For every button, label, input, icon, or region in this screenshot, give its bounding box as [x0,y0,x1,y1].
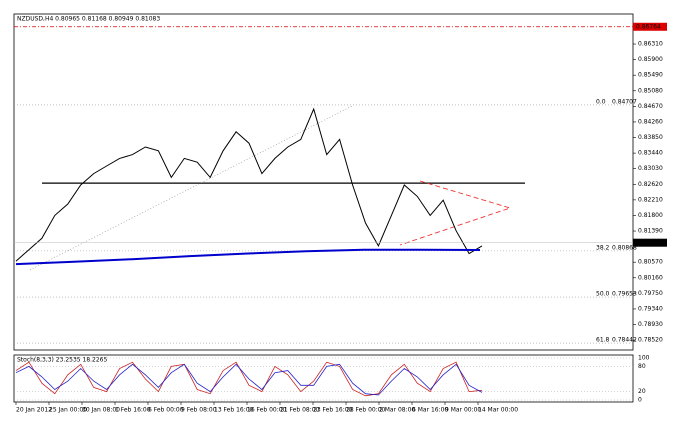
stoch-frame [13,354,634,403]
chart-title: NZDUSD,H4 0.80965 0.81168 0.80949 0.8108… [17,16,160,23]
stoch-tick-label: 0 [638,397,642,404]
x-tick-label: 6 Feb 00:00 [148,407,184,414]
alert-box [633,22,667,31]
fib-level: 61.8 [596,337,610,344]
y-tick-label: 0.85900 [638,56,663,63]
x-tick-label: 30 Jan 08:00 [82,407,120,414]
y-tick-label: 0.80570 [638,259,663,266]
fib-level: 50.0 [596,291,610,298]
stoch-line [15,361,483,397]
x-tick-label: 13 Feb 16:00 [214,407,254,414]
x-tick-label: 9 Feb 08:00 [181,407,217,414]
y-tick-label: 0.83440 [638,150,663,157]
x-tick-label: 23 Feb 16:00 [313,407,353,414]
price-line [15,107,483,262]
y-tick-label: 0.78930 [638,321,663,328]
x-tick-label: 2 Mar 08:00 [379,407,415,414]
fib-price: 0.84707 [612,98,637,105]
x-tick-label: 20 Jan 2012 [16,407,52,414]
x-tick-label: 14 Mar 00:00 [478,407,518,414]
stoch-label: Stoch(8,3,3) 23.2535 18.2265 [17,357,108,364]
fib-price: 0.78442 [612,337,637,344]
x-tick-label: 21 Feb 08:00 [280,407,320,414]
ma-line [15,248,481,266]
y-tick-label: 0.82620 [638,181,663,188]
y-tick-label: 0.83850 [638,134,663,141]
y-tick-label: 0.84670 [638,103,663,110]
fib-level: 38.2 [596,244,610,251]
fib-price: 0.80868 [612,244,637,251]
x-tick-label: 6 Mar 16:00 [412,407,448,414]
y-tick-label: 0.78520 [638,337,663,344]
fib-price: 0.79653 [612,291,637,298]
current-label: 0.81083 [636,239,661,246]
fib-level: 0.0 [596,98,606,105]
y-tick-label: 0.83030 [638,165,663,172]
plot-frame [13,13,634,351]
alert-label: 0.86764 [636,23,661,30]
x-tick-label: 28 Feb 00:00 [346,407,386,414]
y-tick-label: 0.79750 [638,290,663,297]
stoch-tick-label: 80 [638,363,646,370]
y-tick-label: 0.81800 [638,212,663,219]
x-tick-label: 16 Feb 00:00 [247,407,287,414]
x-tick-label: 25 Jan 00:00 [49,407,87,414]
y-tick-label: 0.79340 [638,305,663,312]
y-tick-label: 0.81390 [638,228,663,235]
y-tick-label: 0.86310 [638,41,663,48]
y-tick-label: 0.82210 [638,196,663,203]
y-tick-label: 0.85080 [638,87,663,94]
stoch-tick-label: 20 [638,388,646,395]
stoch-tick-label: 100 [638,355,650,362]
current-box [633,238,667,247]
stoch-line [15,363,483,396]
x-tick-label: 9 Mar 00:00 [445,407,481,414]
triangle [399,180,512,246]
y-tick-label: 0.84260 [638,118,663,125]
y-tick-label: 0.85490 [638,72,663,79]
y-tick-label: 0.80160 [638,274,663,281]
x-tick-label: 1 Feb 16:00 [115,407,151,414]
